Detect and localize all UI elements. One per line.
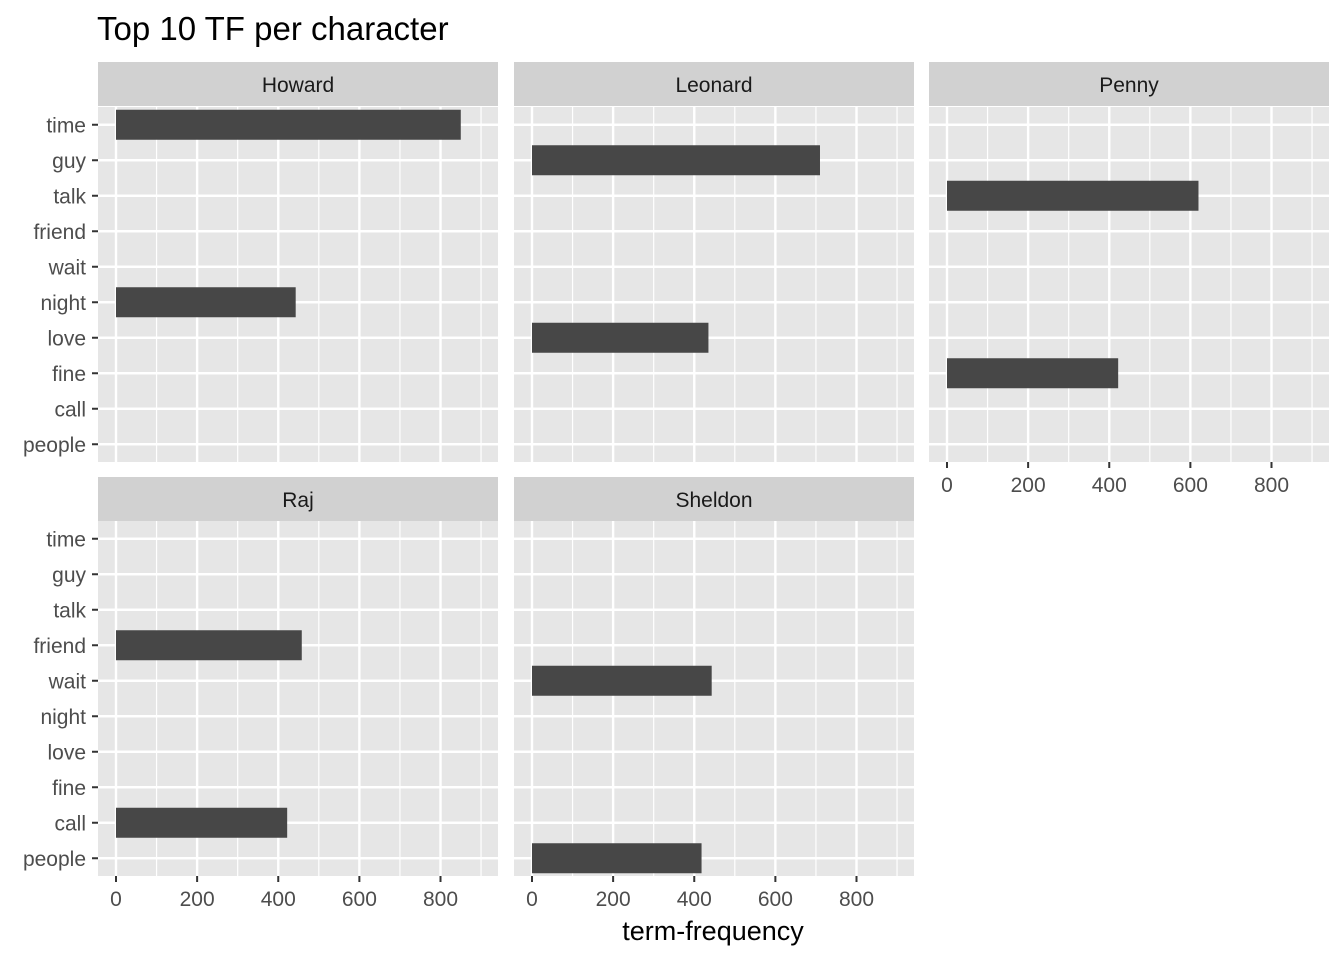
y-tick-label: love bbox=[47, 741, 86, 764]
y-tick-label: fine bbox=[52, 777, 86, 800]
x-tick-label: 200 bbox=[1011, 474, 1046, 497]
bar-friend bbox=[116, 630, 302, 661]
x-tick-label: 800 bbox=[423, 888, 458, 911]
strip-background bbox=[98, 62, 498, 106]
panels: Howard time guy talk friend wait night love fine… bbox=[23, 62, 1329, 911]
y-tick-label: time bbox=[46, 114, 86, 137]
bar-fine bbox=[947, 358, 1119, 389]
bar-talk bbox=[947, 180, 1199, 211]
y-tick-label: night bbox=[40, 706, 86, 729]
strip-background bbox=[98, 477, 498, 521]
y-tick-label: call bbox=[54, 812, 86, 835]
strip-background bbox=[514, 62, 914, 106]
x-tick-label: 600 bbox=[342, 888, 377, 911]
strip-label: Raj bbox=[282, 489, 314, 512]
bar-love bbox=[532, 322, 709, 353]
panel-background bbox=[98, 107, 498, 462]
y-tick-label: love bbox=[47, 327, 86, 350]
bar-wait bbox=[532, 665, 712, 696]
panel-penny: Penny 0 200 400 600 800 bbox=[929, 62, 1329, 497]
y-tick-label: friend bbox=[33, 221, 86, 244]
strip-label: Sheldon bbox=[675, 489, 752, 512]
y-tick-label: people bbox=[23, 848, 86, 871]
x-tick-label: 0 bbox=[110, 888, 122, 911]
strip-background bbox=[514, 477, 914, 521]
panel-sheldon: Sheldon 0 200 400 600 800 bbox=[514, 477, 914, 911]
panel-leonard: Leonard bbox=[514, 62, 914, 462]
bar-time bbox=[116, 109, 461, 140]
bar-call bbox=[116, 807, 288, 838]
strip-label: Leonard bbox=[675, 74, 752, 97]
y-tick-label: guy bbox=[52, 564, 86, 587]
y-tick-label: wait bbox=[48, 256, 87, 279]
x-tick-label: 400 bbox=[261, 888, 296, 911]
x-tick-label: 400 bbox=[1092, 474, 1127, 497]
strip-label: Penny bbox=[1099, 74, 1159, 97]
chart-title: Top 10 TF per character bbox=[97, 10, 449, 47]
y-tick-label: talk bbox=[53, 185, 86, 208]
y-tick-label: friend bbox=[33, 635, 86, 658]
x-tick-label: 0 bbox=[941, 474, 953, 497]
bar-people bbox=[532, 843, 702, 874]
y-tick-label: call bbox=[54, 398, 86, 421]
panel-background bbox=[929, 107, 1329, 462]
x-tick-label: 200 bbox=[180, 888, 215, 911]
panel-background bbox=[514, 521, 914, 876]
x-tick-label: 800 bbox=[1254, 474, 1289, 497]
x-tick-label: 600 bbox=[758, 888, 793, 911]
x-tick-label: 200 bbox=[596, 888, 631, 911]
x-tick-label: 600 bbox=[1173, 474, 1208, 497]
y-tick-label: fine bbox=[52, 363, 86, 386]
x-axis-title: term-frequency bbox=[622, 916, 804, 946]
x-tick-label: 0 bbox=[526, 888, 538, 911]
y-tick-label: talk bbox=[53, 599, 86, 622]
y-tick-label: guy bbox=[52, 150, 86, 173]
y-tick-label: people bbox=[23, 434, 86, 457]
y-tick-label: wait bbox=[48, 670, 87, 693]
bar-guy bbox=[532, 145, 820, 176]
strip-background bbox=[929, 62, 1329, 106]
x-tick-label: 800 bbox=[839, 888, 874, 911]
panel-raj: Raj time guy talk friend wait night love fine cal… bbox=[23, 477, 498, 911]
bar-night bbox=[116, 287, 296, 318]
panel-howard: Howard time guy talk friend wait night love fine… bbox=[23, 62, 498, 462]
y-tick-label: time bbox=[46, 528, 86, 551]
y-tick-label: night bbox=[40, 292, 86, 315]
x-tick-label: 400 bbox=[677, 888, 712, 911]
strip-label: Howard bbox=[262, 74, 334, 97]
